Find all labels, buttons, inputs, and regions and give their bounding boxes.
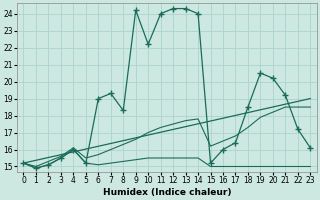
X-axis label: Humidex (Indice chaleur): Humidex (Indice chaleur) xyxy=(103,188,231,197)
